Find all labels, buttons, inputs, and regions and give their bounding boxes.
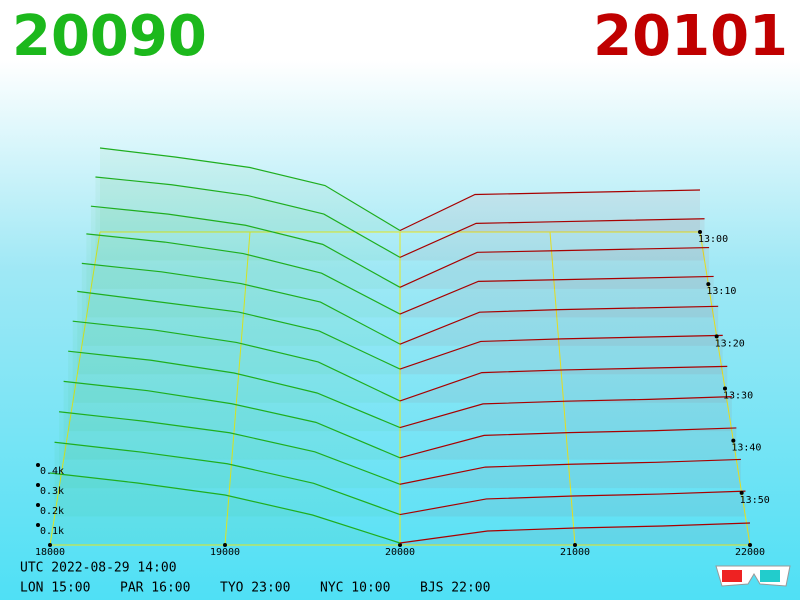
bid-area [72,321,401,403]
bid-line [90,205,401,288]
time-tick-label: 13:00 [698,234,728,245]
bid-line [72,320,401,402]
bid-area [95,177,401,261]
bid-line [63,380,401,459]
ask-line [399,334,723,370]
city-time: TYO 23:00 [220,581,290,596]
x-tick-label: 18000 [35,547,65,558]
ask-area [400,366,728,403]
ask-line [399,458,741,485]
x-tick-label: 21000 [560,547,590,558]
bid-line [77,290,401,370]
time-tick-label: 13:40 [731,443,761,454]
city-time: BJS 22:00 [420,581,490,596]
time-tick-label: 13:30 [723,391,753,402]
ask-area [400,335,723,375]
time-tick-label: 13:50 [740,495,770,506]
grid-line [549,231,576,546]
time-tick-label: 13:20 [715,338,745,349]
bid-line [49,472,401,544]
ask-area [400,218,705,261]
bid-area [81,263,401,346]
bid-line [81,262,401,345]
x-tick-label: 20000 [385,547,415,558]
ask-line [399,218,705,258]
ask-line [399,427,737,459]
z-tick-label: 0.3k [40,486,64,497]
bid-line [68,350,401,429]
time-tick [714,334,719,339]
ask-area [400,276,714,318]
bid-area [68,351,400,432]
x-tick [398,543,402,547]
x-tick [748,543,752,547]
grid-line [49,231,101,546]
ask-area [400,190,700,232]
ask-line [399,305,719,345]
city-time: LON 15:00 [20,581,90,596]
time-tick [739,490,744,495]
bid-area [50,473,400,545]
z-tick [36,483,40,487]
bid-area [100,148,400,232]
ask-line [399,396,732,429]
ask-line [399,365,728,402]
bid-line [95,176,401,258]
ask-area [400,459,741,489]
bid-area [77,291,400,375]
ask-area [400,396,732,432]
bid-area [63,381,401,460]
ask-line [399,246,710,288]
z-tick [36,503,40,507]
x-tick-label: 22000 [735,547,765,558]
bid-area [90,206,400,289]
bid-price: 20090 [12,4,207,69]
z-tick-label: 0.2k [40,506,64,517]
ask-line [399,275,714,315]
x-tick [48,543,52,547]
z-tick [36,463,40,467]
city-time: PAR 16:00 [120,581,190,596]
time-tick [698,230,702,234]
time-tick [731,438,736,443]
x-tick-label: 19000 [210,547,240,558]
x-tick [573,543,577,547]
ask-price: 20101 [593,4,788,69]
ask-area [400,523,750,545]
bid-area [54,442,400,517]
bid-line [99,147,401,232]
utc-time: UTC 2022-08-29 14:00 [20,561,177,576]
ask-line [399,490,746,516]
ask-line [399,189,701,232]
ask-area [400,306,719,346]
z-tick [36,523,40,527]
glasses-button[interactable] [715,565,791,587]
ask-area [400,491,746,517]
bid-line [86,233,401,315]
z-tick-label: 0.4k [40,466,64,477]
bid-area [59,411,400,489]
bid-line [54,441,401,516]
x-tick [223,543,227,547]
time-tick-label: 13:10 [706,286,736,297]
time-tick [723,386,727,391]
bid-line [59,411,401,485]
bid-area [86,233,400,318]
time-tick [706,282,711,287]
z-tick-label: 0.1k [40,526,64,537]
city-time: NYC 10:00 [320,581,390,596]
ask-line [399,522,751,544]
